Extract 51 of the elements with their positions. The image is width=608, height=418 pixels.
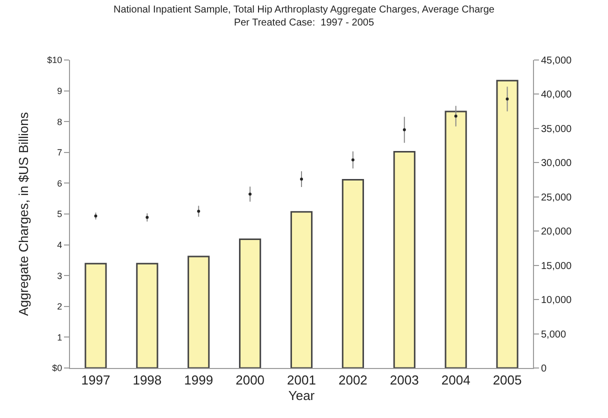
y-tick-label: 1 [57,332,62,342]
point [506,98,509,101]
y-tick-label: 4 [57,240,62,250]
x-tick-label: 2001 [287,372,316,388]
y-tick-label: 7 [57,148,62,158]
bar [188,256,210,368]
y2-tick-label: 35,000 [541,124,572,135]
bar [84,262,107,368]
y2-tick-label: 45,000 [541,56,572,66]
x-tick-label: 1999 [184,372,214,388]
point [402,128,406,132]
y2-tick-label: 30,000 [541,158,572,170]
point [351,158,354,162]
x-tick-label: 2000 [236,372,265,388]
x-axis-title: Year [288,388,316,404]
y-tick-label: $0 [52,363,62,374]
y2-tick-label: 15,000 [541,260,572,272]
y2-tick-label: 40,000 [541,90,572,101]
y-tick-label: 5 [57,209,62,220]
bar [239,238,262,368]
x-tick-label: 2004 [441,372,470,388]
x-tick-label: 1997 [81,372,110,388]
x-tick-label: 1998 [132,372,162,388]
point [300,178,303,181]
bar [393,151,416,368]
x-tick-label: 2005 [492,372,522,388]
bar [290,211,313,368]
y2-tick-label: 20,000 [541,226,572,238]
point [248,192,252,196]
bar [136,262,158,368]
y2-tick-label: 10,000 [541,295,572,306]
point [146,216,149,219]
bar [444,110,467,368]
point [454,114,458,118]
y-tick-label: 6 [57,178,62,188]
y2-tick-label: 5,000 [541,329,566,340]
y-tick-label: 3 [57,270,62,281]
y-tick-label: 8 [57,116,62,127]
x-tick-label: 2003 [390,372,419,388]
y-axis-title: Aggregate Charges, in $US Billions [16,112,32,316]
y-tick-label: 9 [57,86,62,96]
x-tick-label: 2002 [338,372,368,388]
bar [496,80,518,368]
y-tick-label: 2 [57,302,62,312]
y-tick-label: $10 [47,55,62,66]
point [197,210,200,213]
y2-tick-label: 25,000 [541,192,572,204]
bar [342,179,364,368]
y2-tick-label: 0 [541,364,547,374]
chart-title: National Inpatient Sample, Total Hip Arthroplasty Aggregate Charges, Average Charge Per Treated Case: 1997 - 2005 [114,4,495,29]
point [94,214,98,218]
